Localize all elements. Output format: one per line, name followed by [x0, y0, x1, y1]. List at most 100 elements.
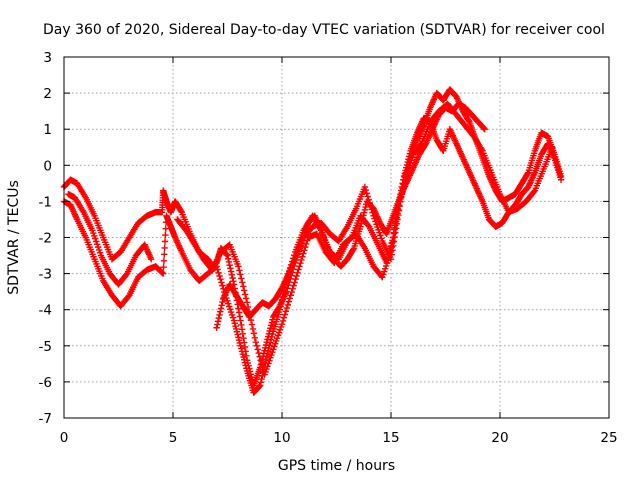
- data-point-interp: [243, 352, 250, 360]
- data-point: [224, 252, 231, 259]
- data-point-interp: [391, 226, 398, 233]
- y-tick-label: 3: [43, 50, 52, 66]
- data-point-interp: [236, 267, 243, 274]
- data-point-interp: [363, 190, 370, 197]
- data-point-interp: [288, 288, 295, 296]
- data-point-interp: [241, 287, 248, 294]
- data-point-interp: [282, 308, 290, 315]
- data-point-interp: [225, 255, 232, 262]
- data-point: [389, 234, 397, 241]
- data-point-interp: [217, 305, 225, 312]
- data-point-interp: [286, 295, 293, 302]
- data-point-interp: [364, 193, 371, 200]
- data-point-interp: [289, 285, 296, 293]
- data-point-interp: [291, 279, 298, 286]
- data-point-interp: [215, 314, 222, 322]
- data-point-interp: [257, 357, 264, 364]
- data-point-interp: [258, 375, 265, 383]
- data-point-interp: [242, 295, 250, 302]
- data-point-interp: [214, 318, 222, 325]
- data-point-interp: [125, 293, 132, 300]
- y-tick-label: -2: [39, 231, 52, 247]
- data-point-interp: [216, 311, 223, 319]
- data-point: [287, 292, 294, 299]
- data-point: [237, 317, 244, 324]
- data-point-interp: [241, 343, 249, 351]
- data-point-interp: [253, 342, 261, 349]
- data-point-interp: [255, 349, 262, 357]
- chart-title: Day 360 of 2020, Sidereal Day-to-day VTE…: [43, 22, 605, 38]
- data-point-interp: [258, 360, 265, 368]
- data-point-interp: [390, 230, 398, 237]
- data-point-interp: [230, 278, 237, 285]
- data-point-interp: [281, 311, 289, 318]
- series-track-b: [60, 115, 565, 396]
- data-point-interp: [284, 301, 292, 309]
- data-point-interp: [214, 321, 221, 328]
- y-tick-label: -6: [39, 375, 52, 391]
- data-point-interp: [297, 259, 304, 267]
- x-tick-label: 20: [491, 430, 508, 446]
- data-point: [235, 263, 242, 270]
- data-point-interp: [237, 271, 244, 278]
- data-point-interp: [219, 282, 226, 289]
- data-point-interp: [301, 247, 308, 254]
- data-point-interp: [162, 225, 169, 232]
- data-point: [361, 183, 369, 191]
- data-point-interp: [161, 238, 169, 245]
- data-point-interp: [123, 271, 130, 279]
- data-point-interp: [256, 383, 263, 390]
- data-point-interp: [257, 379, 265, 386]
- data-point: [213, 324, 220, 331]
- data-point-interp: [236, 313, 244, 320]
- y-tick-label: -3: [39, 267, 52, 283]
- data-point-interp: [279, 293, 286, 301]
- data-point-interp: [365, 222, 372, 229]
- data-point-interp: [249, 325, 257, 333]
- data-point: [296, 263, 303, 270]
- data-point-interp: [239, 330, 246, 337]
- data-point: [159, 270, 167, 277]
- y-tick-label: -4: [39, 303, 52, 319]
- data-point-interp: [239, 279, 246, 286]
- data-point: [557, 176, 565, 183]
- data-point-interp: [299, 253, 306, 260]
- data-point-interp: [280, 314, 288, 321]
- data-point-interp: [293, 272, 300, 280]
- y-tick-label: 0: [43, 158, 52, 174]
- data-point: [278, 320, 286, 328]
- data-point: [276, 306, 284, 313]
- data-point-interp: [259, 364, 266, 371]
- y-axis-label: SDTVAR / TECUs: [6, 180, 22, 295]
- data-point-interp: [238, 321, 245, 329]
- data-point-interp: [362, 186, 370, 194]
- data-point-interp: [238, 275, 245, 282]
- data-point-interp: [238, 326, 246, 333]
- data-point-interp: [347, 235, 354, 242]
- y-tick-label: -7: [39, 411, 52, 427]
- data-point-interp: [251, 334, 259, 341]
- data-point: [481, 126, 488, 133]
- data-point-interp: [480, 125, 488, 132]
- data-point-interp: [225, 258, 233, 266]
- data-point-interp: [235, 309, 243, 316]
- x-tick-label: 25: [600, 430, 617, 446]
- data-point-interp: [217, 308, 224, 315]
- data-point-interp: [303, 240, 310, 248]
- data-point-interp: [228, 271, 236, 279]
- data-point-interp: [277, 303, 284, 310]
- y-tick-label: 1: [43, 122, 52, 138]
- data-point-interp: [218, 279, 225, 286]
- data-point-interp: [283, 304, 291, 312]
- data-point-interp: [216, 272, 223, 280]
- data-point-interp: [177, 207, 185, 215]
- data-point-interp: [235, 305, 242, 312]
- data-point-interp: [248, 321, 256, 328]
- data-point-interp: [254, 346, 261, 353]
- data-point-interp: [294, 269, 301, 276]
- data-point-interp: [278, 296, 286, 304]
- y-tick-label: -5: [39, 339, 52, 355]
- data-point-interp: [159, 269, 166, 276]
